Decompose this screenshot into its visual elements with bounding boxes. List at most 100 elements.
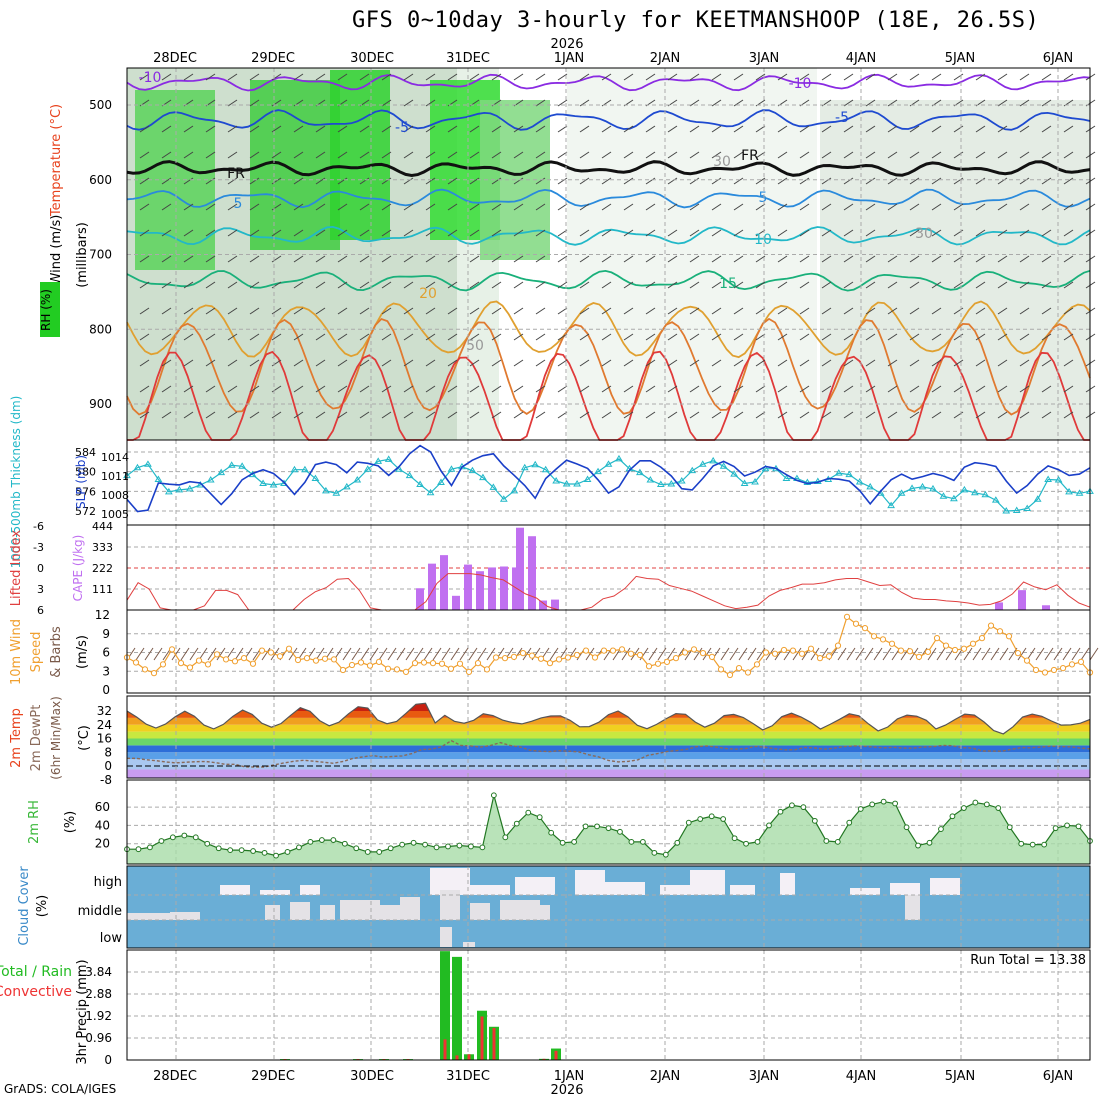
wind10-point	[627, 650, 635, 657]
wind-barb	[491, 307, 502, 315]
wind-barb	[403, 359, 414, 367]
wind10-point	[798, 650, 806, 657]
wind-barb	[425, 151, 436, 159]
wind-barb	[601, 203, 612, 211]
wind-barb	[623, 411, 634, 419]
rh2m-point	[513, 820, 520, 827]
day-gridlines	[175, 525, 1059, 610]
cape-bar	[464, 564, 472, 610]
cloud-high-block	[260, 890, 290, 895]
wind10-point	[942, 642, 950, 649]
wind10-point	[591, 654, 599, 661]
wind-barb	[645, 151, 656, 159]
cloud-ylabel: Cloud Cover	[17, 866, 32, 946]
wind-barb	[733, 359, 744, 367]
wind10-point	[906, 648, 914, 655]
wind-barb	[865, 151, 876, 159]
rh-region-4	[135, 90, 215, 270]
wind-barb	[491, 177, 502, 185]
top-day-label-2JAN: 2JAN	[650, 51, 681, 66]
wind-barb	[469, 73, 480, 81]
wind10-point	[483, 666, 491, 673]
wind-barb	[821, 307, 832, 315]
thickness-point	[363, 465, 372, 472]
wind-barb	[865, 99, 876, 107]
wind-barb	[425, 359, 436, 367]
wind-barb	[843, 99, 854, 107]
wind-barb	[161, 333, 172, 341]
wind-barb	[953, 359, 964, 367]
temp-ylabel-c: (6hr Min/Max)	[49, 696, 63, 780]
rh2m-point	[915, 842, 921, 849]
wind-barb	[1019, 255, 1030, 263]
wind10-point	[744, 669, 752, 676]
rh2m-point	[983, 801, 990, 808]
thickness-point	[301, 465, 309, 473]
wind-barb	[997, 307, 1008, 315]
rh2m-point	[674, 839, 681, 846]
wind-barb	[909, 203, 920, 211]
wind10-point	[168, 646, 176, 653]
cape-bar	[476, 571, 484, 610]
bottom-day-label-5JAN: 5JAN	[945, 1069, 976, 1084]
wind10-barb	[702, 647, 712, 661]
wind-barb	[667, 385, 678, 393]
thickness-point	[1044, 475, 1053, 483]
wind-barb	[315, 229, 326, 237]
wind10-barb	[549, 647, 559, 661]
wind-barb	[1041, 255, 1052, 263]
wind-barb	[293, 73, 304, 81]
wind-barb	[293, 385, 304, 393]
rh2m-point	[628, 838, 635, 845]
wind-barb	[227, 151, 238, 159]
wind-barb	[821, 385, 832, 393]
cloud-units: (%)	[35, 895, 50, 918]
rh2m-point	[571, 838, 578, 845]
bottom-day-label-4JAN: 4JAN	[846, 1069, 877, 1084]
wind-barb	[975, 125, 986, 133]
thickness-point	[1033, 495, 1042, 502]
wind-barb	[447, 255, 458, 263]
wind-barb	[975, 281, 986, 289]
rh2m-point	[204, 840, 211, 847]
wind10-barb	[189, 647, 199, 661]
wind-barb	[711, 307, 722, 315]
wind-barb	[733, 255, 744, 263]
rh2m-point	[502, 834, 509, 841]
thickness-point	[970, 488, 979, 496]
thickness-point	[405, 471, 414, 479]
wind-barb	[623, 125, 634, 133]
wind-barb	[557, 359, 568, 367]
isotherm-label-5: 5	[759, 190, 768, 206]
cape-bar	[995, 602, 1003, 610]
wind10-point	[321, 655, 329, 662]
thickness-line	[126, 458, 1091, 512]
wind10-barb	[963, 647, 973, 661]
wind-barb	[667, 307, 678, 315]
wind-barb	[381, 333, 392, 341]
rh2m-point	[938, 826, 944, 832]
wind10-point	[735, 665, 743, 672]
wind-barb	[315, 359, 326, 367]
dewpt-line	[126, 739, 1091, 768]
precip-conv-bar	[554, 1050, 558, 1060]
wind10-point	[267, 649, 275, 656]
wind-barb	[931, 359, 942, 367]
rh2m-point	[892, 800, 899, 807]
wind-barb	[1063, 151, 1074, 159]
wind-barb	[931, 333, 942, 341]
wind-barb	[997, 73, 1008, 81]
wind-barb	[821, 151, 832, 159]
rh2m-point	[296, 844, 302, 851]
rh2m-point	[410, 839, 417, 846]
wind-barb	[931, 177, 942, 185]
wind-barb	[689, 229, 700, 237]
wind-barb	[975, 73, 986, 81]
wind-barb	[139, 411, 150, 419]
thickness-point	[929, 484, 937, 492]
wind-barb	[293, 203, 304, 211]
temp-band	[127, 731, 1090, 739]
slp-line	[126, 444, 1091, 513]
wind-barb	[601, 281, 612, 289]
